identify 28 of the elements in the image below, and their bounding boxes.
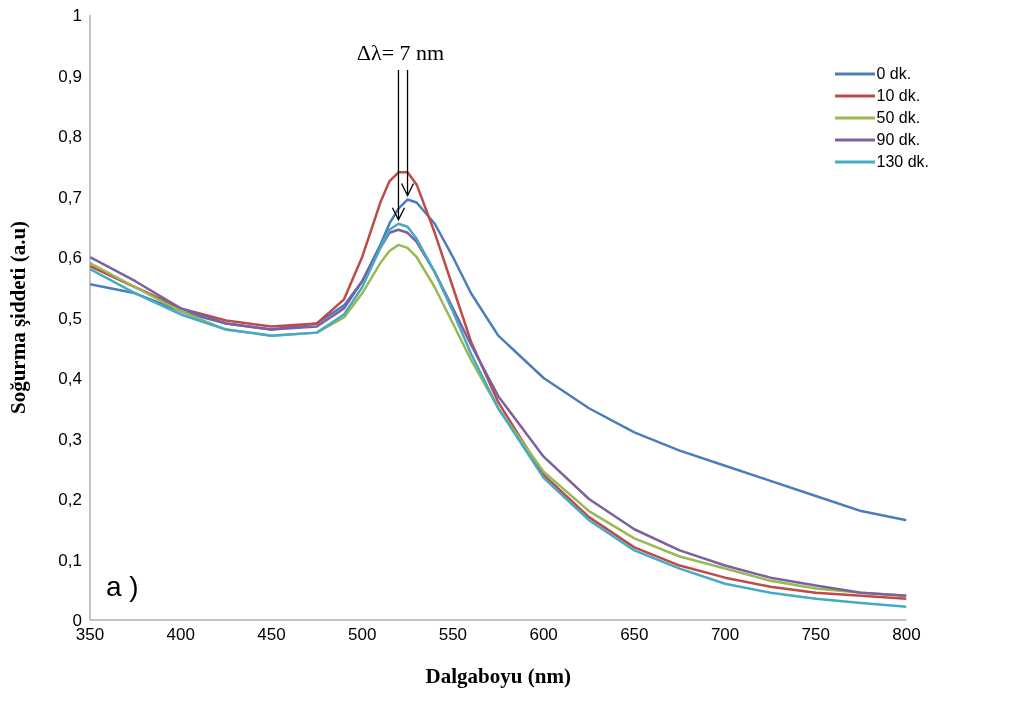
y-tick-label: 0,9	[58, 66, 82, 86]
x-tick-label: 650	[620, 625, 649, 645]
y-tick-label: 0,4	[58, 369, 82, 389]
annotation: a )	[106, 571, 139, 602]
x-tick-label: 750	[801, 625, 830, 645]
legend-label: 50 dk.	[876, 108, 921, 128]
y-tick-label: 0,6	[58, 248, 82, 268]
y-tick-label: 0,5	[58, 308, 82, 328]
legend-label: 90 dk.	[876, 130, 921, 150]
x-tick-label: 400	[166, 625, 195, 645]
y-tick-label: 0,7	[58, 187, 82, 207]
legend-label: 130 dk.	[876, 152, 929, 172]
annotation: Δλ= 7 nm	[356, 40, 445, 65]
y-tick-label: 0,2	[58, 490, 82, 510]
x-tick-label: 600	[529, 625, 558, 645]
y-axis-title: Soğurma şiddeti (a.u)	[6, 220, 31, 415]
y-tick-label: 0,1	[58, 550, 82, 570]
y-tick-label: 0,8	[58, 127, 82, 147]
x-tick-label: 800	[892, 625, 921, 645]
y-tick-label: 0,3	[58, 429, 82, 449]
x-axis-title: Dalgaboyu (nm)	[425, 664, 571, 688]
y-tick-label: 1	[72, 6, 82, 26]
x-tick-label: 450	[257, 625, 286, 645]
x-tick-label: 500	[347, 625, 377, 645]
x-tick-label: 700	[710, 625, 740, 645]
legend-label: 10 dk.	[876, 86, 921, 106]
x-tick-label: 550	[438, 625, 468, 645]
legend-label: 0 dk.	[876, 64, 912, 84]
